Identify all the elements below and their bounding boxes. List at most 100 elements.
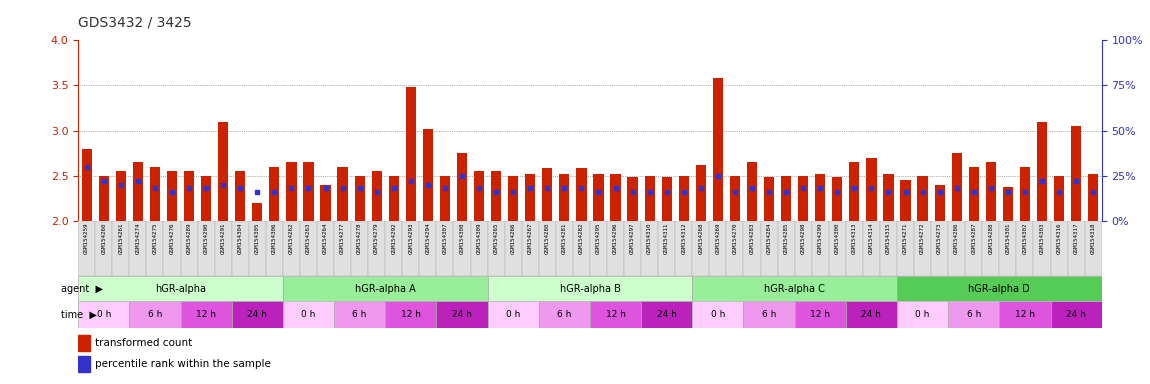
Bar [334, 301, 385, 328]
Text: 0 h: 0 h [711, 310, 724, 319]
Bar [590, 221, 607, 276]
Bar [812, 221, 829, 276]
Text: agent  ▶: agent ▶ [61, 284, 104, 294]
Bar [1088, 174, 1098, 221]
Bar [78, 356, 91, 372]
Text: 24 h: 24 h [657, 310, 676, 319]
Bar [730, 176, 741, 221]
Bar [982, 221, 999, 276]
Bar [900, 180, 911, 221]
Text: GSM154310: GSM154310 [647, 222, 652, 254]
Text: 24 h: 24 h [861, 310, 881, 319]
Text: GSM154290: GSM154290 [204, 222, 208, 254]
Bar [642, 301, 692, 328]
Bar [488, 276, 692, 301]
Bar [1017, 221, 1034, 276]
Bar [951, 153, 961, 221]
Text: GSM154299: GSM154299 [818, 222, 822, 254]
Bar [849, 162, 859, 221]
Bar [607, 221, 624, 276]
Text: 12 h: 12 h [606, 310, 626, 319]
Text: 24 h: 24 h [1066, 310, 1086, 319]
Bar [113, 221, 129, 276]
Bar [286, 162, 297, 221]
Text: GSM154294: GSM154294 [426, 222, 430, 254]
Text: GSM154307: GSM154307 [443, 222, 447, 254]
Bar [129, 301, 181, 328]
Bar [692, 301, 743, 328]
Text: GSM154315: GSM154315 [886, 222, 891, 254]
Bar [1067, 221, 1084, 276]
Bar [897, 301, 948, 328]
Bar [935, 185, 945, 221]
Bar [235, 171, 245, 221]
Text: GSM154264: GSM154264 [323, 222, 328, 254]
Bar [764, 177, 774, 221]
Bar [678, 176, 689, 221]
Text: GSM154260: GSM154260 [101, 222, 106, 254]
Text: GSM154263: GSM154263 [306, 222, 311, 254]
Text: GSM154287: GSM154287 [972, 222, 976, 254]
Bar [538, 301, 590, 328]
Bar [78, 301, 129, 328]
Bar [727, 221, 743, 276]
Text: GSM154274: GSM154274 [136, 222, 140, 254]
Bar [624, 221, 641, 276]
Bar [95, 221, 113, 276]
Bar [948, 301, 999, 328]
Text: GDS3432 / 3425: GDS3432 / 3425 [78, 15, 192, 29]
Bar [642, 221, 658, 276]
Text: 0 h: 0 h [506, 310, 520, 319]
Text: 0 h: 0 h [301, 310, 315, 319]
Text: 6 h: 6 h [761, 310, 776, 319]
Bar [132, 162, 143, 221]
Text: GSM154266: GSM154266 [511, 222, 515, 254]
Text: GSM154279: GSM154279 [374, 222, 380, 254]
Bar [491, 171, 501, 221]
Text: GSM154268: GSM154268 [698, 222, 704, 254]
Bar [710, 221, 727, 276]
Text: 0 h: 0 h [915, 310, 929, 319]
Bar [334, 221, 351, 276]
Text: GSM154292: GSM154292 [391, 222, 397, 254]
Bar [914, 221, 932, 276]
Text: GSM154304: GSM154304 [238, 222, 243, 254]
Bar [744, 301, 795, 328]
Bar [658, 221, 675, 276]
Bar [795, 301, 845, 328]
Bar [232, 301, 283, 328]
Bar [269, 167, 279, 221]
Text: transformed count: transformed count [94, 338, 192, 348]
Text: GSM154308: GSM154308 [460, 222, 465, 254]
Text: GSM154283: GSM154283 [750, 222, 754, 254]
Bar [453, 221, 470, 276]
Text: GSM154309: GSM154309 [476, 222, 482, 254]
Text: 6 h: 6 h [353, 310, 367, 319]
Bar [437, 301, 488, 328]
Bar [845, 221, 862, 276]
Bar [760, 221, 777, 276]
Bar [283, 221, 300, 276]
Text: GSM154302: GSM154302 [1022, 222, 1027, 254]
Bar [692, 221, 710, 276]
Bar [965, 221, 982, 276]
Bar [746, 162, 757, 221]
Text: 12 h: 12 h [1015, 310, 1035, 319]
Bar [99, 176, 109, 221]
Text: hGR-alpha A: hGR-alpha A [355, 284, 415, 294]
Bar [986, 162, 996, 221]
Bar [576, 169, 586, 221]
Bar [781, 176, 791, 221]
Bar [999, 301, 1051, 328]
Text: GSM154284: GSM154284 [767, 222, 772, 254]
Bar [883, 174, 894, 221]
Text: 0 h: 0 h [97, 310, 112, 319]
Bar [795, 221, 812, 276]
Text: GSM154269: GSM154269 [715, 222, 720, 254]
Text: GSM154291: GSM154291 [221, 222, 225, 254]
Text: GSM154301: GSM154301 [1005, 222, 1011, 254]
Bar [644, 176, 654, 221]
Bar [150, 167, 160, 221]
Bar [590, 301, 642, 328]
Text: GSM154280: GSM154280 [545, 222, 550, 254]
